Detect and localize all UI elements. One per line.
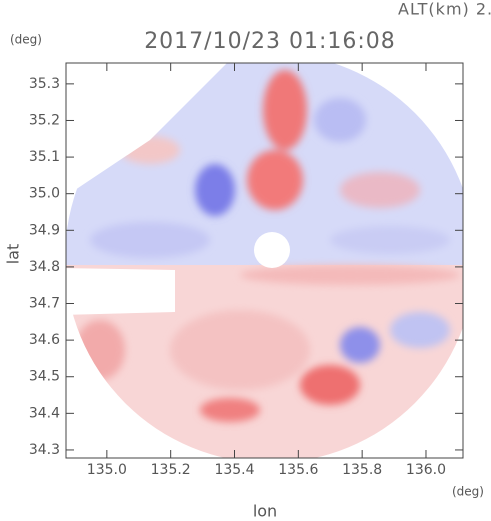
y-unit: (deg) (10, 33, 42, 47)
chart-title: 2017/10/23 01:16:08 (144, 29, 396, 54)
y-tick-label: 34.4 (29, 405, 60, 421)
x-tick-label: 135.4 (214, 462, 254, 478)
y-tick-label: 34.8 (29, 259, 60, 275)
missing-sector (66, 63, 227, 196)
x-tick-label: 135.2 (151, 462, 191, 478)
y-tick-label: 34.3 (29, 442, 60, 458)
x-tick-label: 135.6 (278, 462, 318, 478)
y-axis-label: lat (4, 244, 23, 265)
y-tick-label: 35.2 (29, 112, 60, 128)
center-hole (254, 232, 290, 268)
y-tick-label: 35.1 (29, 149, 60, 165)
radar-field (66, 63, 463, 458)
x-tick-label: 135.8 (342, 462, 382, 478)
y-tick-label: 34.6 (29, 332, 60, 348)
x-unit: (deg) (452, 485, 484, 499)
plot-frame (65, 62, 464, 459)
x-axis-label: lon (253, 502, 277, 521)
y-tick-label: 34.5 (29, 369, 60, 385)
y-tick-label: 35.3 (29, 76, 60, 92)
missing-sector (66, 268, 175, 315)
x-tick-label: 135.0 (87, 462, 127, 478)
altitude: ALT(km) 2.0 (398, 0, 491, 19)
y-tick-label: 35.0 (29, 186, 60, 202)
y-tick-label: 34.9 (29, 222, 60, 238)
x-tick-label: 136.0 (406, 462, 446, 478)
y-tick-label: 34.7 (29, 296, 60, 312)
